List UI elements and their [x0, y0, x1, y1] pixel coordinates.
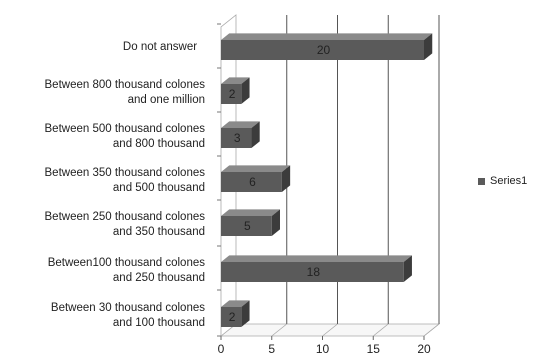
bar-front-face — [221, 84, 242, 104]
data-label: 18 — [307, 265, 321, 279]
bar-side-face — [271, 209, 280, 236]
bar — [221, 209, 280, 236]
category-label: Between 350 thousand colones and 500 thou… — [45, 167, 206, 194]
data-label: 6 — [249, 175, 256, 189]
x-tick-label: 15 — [367, 342, 381, 355]
bar-top-face — [221, 255, 412, 262]
bar-top-face — [221, 121, 260, 128]
x-tick-label: 5 — [268, 342, 275, 355]
category-label: Between100 thousand colones and 250 thous… — [48, 257, 206, 284]
floor-gridline — [373, 323, 389, 337]
data-label: 2 — [229, 310, 236, 324]
bar-side-face — [424, 33, 433, 60]
bar-front-face — [221, 216, 272, 236]
floor-gridline — [271, 323, 287, 337]
floor-gridline — [322, 323, 338, 337]
category-label: Between 250 thousand colones and 350 thou… — [45, 211, 206, 238]
bar — [221, 300, 250, 327]
category-label: Between 800 thousand colones and one mill… — [45, 79, 206, 106]
bar-top-face — [221, 77, 250, 84]
x-tick-label: 10 — [316, 342, 330, 355]
data-label: 3 — [234, 131, 241, 145]
bar-side-face — [403, 255, 412, 282]
data-label: 20 — [317, 43, 331, 57]
bar-side-face — [241, 300, 250, 327]
bar-top-face — [221, 300, 250, 307]
legend-label-series1: Series1 — [490, 175, 528, 187]
bar-front-face — [221, 262, 404, 282]
x-tick-label: 0 — [218, 342, 225, 355]
bar-side-face — [241, 77, 250, 104]
bar — [221, 165, 291, 192]
floor-gridline — [423, 323, 440, 337]
category-label: Between 30 thousand colones and 100 thous… — [51, 302, 205, 329]
legend: Series1 — [478, 175, 527, 187]
bar-front-face — [221, 128, 252, 148]
data-label: 2 — [229, 87, 236, 101]
bar — [221, 33, 433, 60]
bar-front-face — [221, 307, 242, 327]
bar-front-face — [221, 172, 282, 192]
bar-side-face — [251, 121, 260, 148]
x-tick-label: 20 — [417, 342, 431, 355]
bar — [221, 255, 412, 282]
bar-top-face — [221, 209, 280, 216]
category-label: Do not answer — [123, 41, 197, 53]
bar — [221, 77, 250, 104]
bar-front-face — [221, 40, 424, 60]
category-label: Between 500 thousand colones and 800 thou… — [45, 123, 206, 150]
bar-top-face — [221, 33, 433, 40]
bar-top-face — [221, 165, 291, 172]
legend-swatch-series1 — [478, 177, 485, 185]
bar-side-face — [281, 165, 291, 192]
data-label: 5 — [244, 219, 251, 233]
bar — [221, 121, 260, 148]
